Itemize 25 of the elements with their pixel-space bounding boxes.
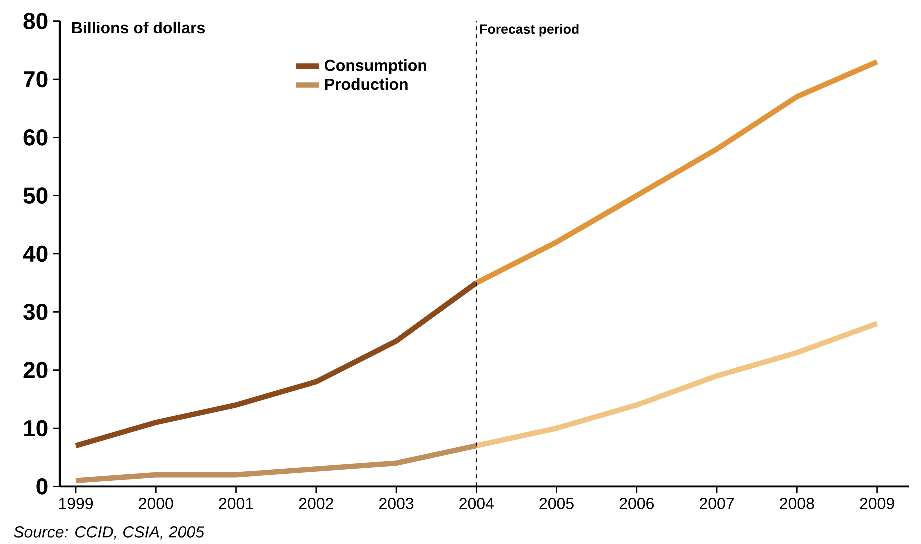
y-tick-label: 20 (24, 362, 48, 378)
x-tick-label: 1999 (59, 498, 94, 510)
x-tick-label: 2002 (299, 498, 334, 510)
x-tick-label: 2003 (380, 498, 414, 510)
x-tick-label: 2009 (860, 498, 894, 510)
y-tick-label: 30 (24, 304, 48, 320)
x-tick-label: 2000 (139, 498, 174, 510)
legend-label: Production (325, 78, 408, 90)
y-tick-label: 80 (24, 13, 48, 30)
x-tick-label: 2008 (780, 498, 814, 510)
legend-label: Consumption (325, 60, 426, 74)
y-tick-label: 70 (24, 71, 48, 88)
y-tick-label: 40 (23, 246, 48, 262)
x-tick-label: 2007 (700, 498, 734, 510)
y-tick-label: 10 (24, 420, 48, 437)
x-tick-label: 2001 (219, 498, 254, 510)
y-tick-label: 0 (36, 478, 48, 495)
y-tick-label: 50 (24, 188, 48, 204)
y-tick-label: 60 (24, 130, 48, 146)
source-note: Source: CCID, CSIA, 2005 (14, 526, 205, 540)
ref-line-label: Forecast period (480, 24, 579, 37)
x-tick-label: 2006 (620, 498, 654, 510)
y-axis-title: Billions of dollars (72, 22, 206, 34)
x-tick-label: 2004 (460, 498, 494, 510)
x-tick-label: 2005 (540, 498, 574, 510)
